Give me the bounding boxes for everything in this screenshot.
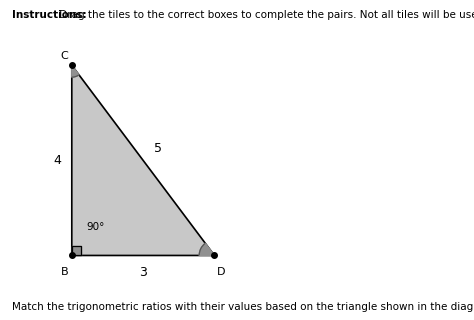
Text: D: D [217,267,225,277]
Text: 5: 5 [154,142,162,155]
Polygon shape [199,243,214,255]
Text: 90°: 90° [86,222,104,232]
Text: Drag the tiles to the correct boxes to complete the pairs. Not all tiles will be: Drag the tiles to the correct boxes to c… [56,10,474,20]
Polygon shape [72,65,79,77]
Text: Match the trigonometric ratios with their values based on the triangle shown in : Match the trigonometric ratios with thei… [12,302,474,312]
Text: 4: 4 [54,154,61,167]
Polygon shape [72,246,82,255]
Text: 3: 3 [139,266,147,279]
Polygon shape [72,65,214,255]
Text: Instructions:: Instructions: [12,10,86,20]
Text: C: C [61,52,69,61]
Text: B: B [61,267,68,277]
